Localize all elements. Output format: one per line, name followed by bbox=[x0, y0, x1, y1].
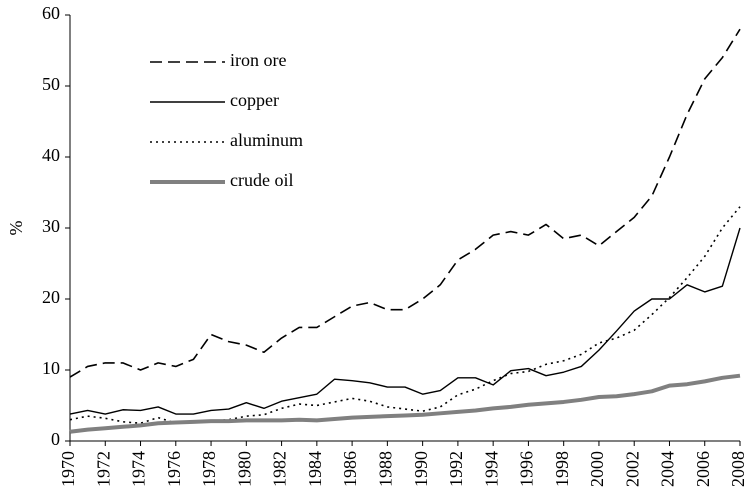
x-tick-label: 1970 bbox=[58, 451, 78, 487]
x-tick-label: 1974 bbox=[129, 451, 149, 487]
x-tick-label: 1978 bbox=[199, 451, 219, 487]
x-tick-label: 1990 bbox=[411, 451, 431, 487]
x-tick-label: 1992 bbox=[446, 451, 466, 487]
x-tick-label: 2002 bbox=[622, 451, 642, 487]
legend-label: copper bbox=[230, 90, 279, 110]
x-tick-label: 1984 bbox=[305, 451, 325, 487]
y-axis-label: % bbox=[6, 221, 26, 236]
x-tick-label: 2004 bbox=[658, 451, 678, 487]
x-tick-label: 1988 bbox=[375, 451, 395, 487]
y-tick-label: 0 bbox=[51, 429, 60, 449]
legend-label: crude oil bbox=[230, 170, 293, 190]
x-tick-label: 1994 bbox=[481, 451, 501, 487]
series-line bbox=[69, 227, 741, 415]
legend-label: aluminum bbox=[230, 130, 303, 150]
x-tick-label: 2006 bbox=[693, 451, 713, 487]
x-tick-label: 1986 bbox=[340, 451, 360, 487]
y-tick-label: 60 bbox=[42, 3, 60, 23]
y-tick-label: 30 bbox=[42, 216, 60, 236]
x-tick-label: 2000 bbox=[587, 451, 607, 487]
legend-label: iron ore bbox=[230, 50, 286, 70]
x-tick-label: 1976 bbox=[164, 451, 184, 487]
series-line bbox=[69, 206, 741, 425]
x-tick-label: 1998 bbox=[552, 451, 572, 487]
x-tick-label: 1982 bbox=[270, 451, 290, 487]
x-tick-label: 1996 bbox=[517, 451, 537, 487]
y-tick-label: 40 bbox=[42, 145, 60, 165]
series-line bbox=[69, 373, 741, 434]
y-tick-label: 20 bbox=[42, 287, 60, 307]
y-tick-label: 50 bbox=[42, 74, 60, 94]
x-tick-label: 1980 bbox=[234, 451, 254, 487]
y-tick-label: 10 bbox=[42, 358, 60, 378]
series-line bbox=[69, 28, 741, 378]
x-tick-label: 2008 bbox=[728, 451, 745, 487]
x-tick-label: 1972 bbox=[93, 451, 113, 487]
